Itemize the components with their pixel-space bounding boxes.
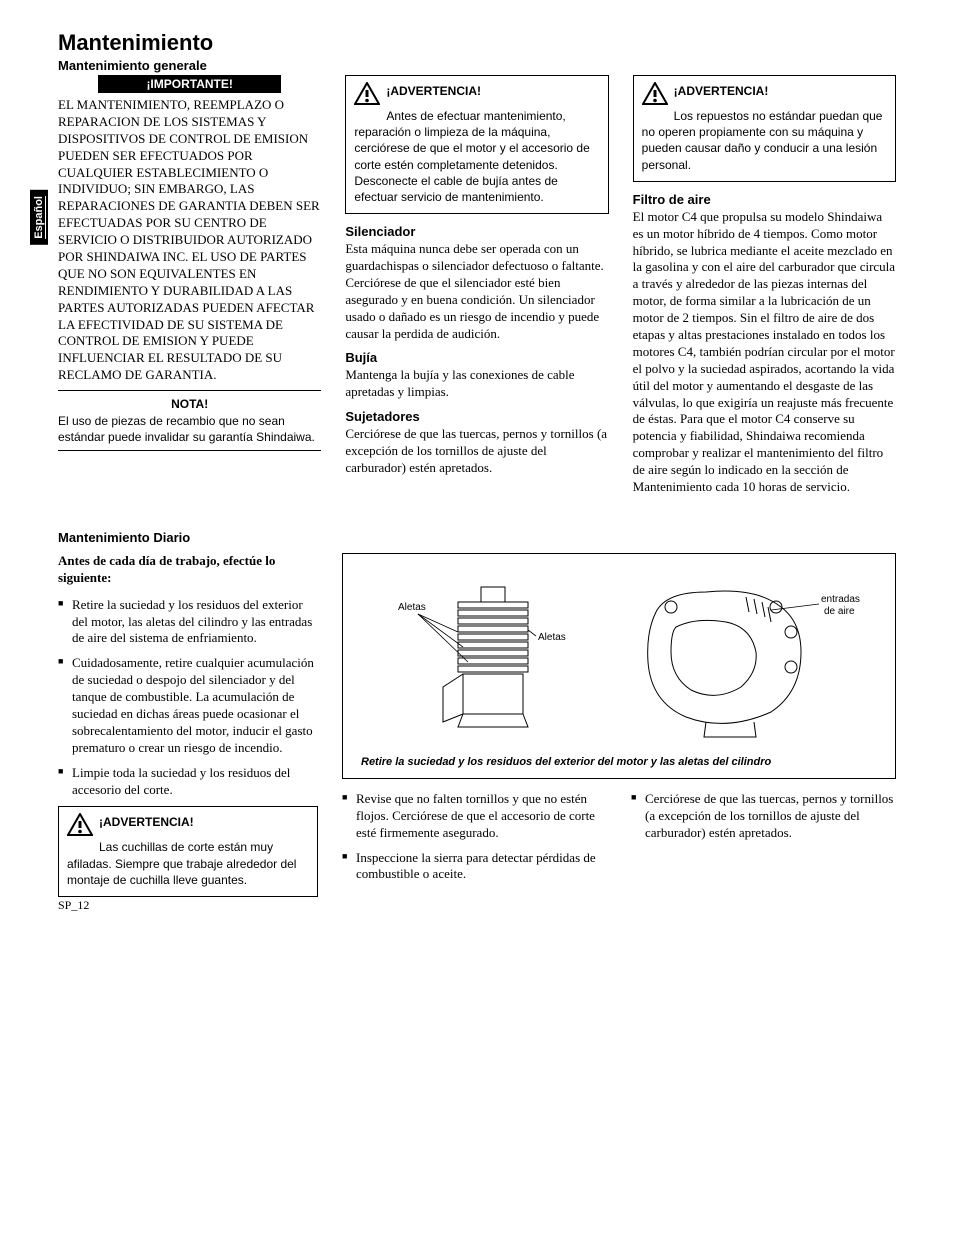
warning-box: ¡ADVERTENCIA! Las cuchillas de corte est… <box>58 806 318 897</box>
warning-text: Las cuchillas de corte están muy afilada… <box>67 839 309 888</box>
warning-title: ¡ADVERTENCIA! <box>99 815 194 829</box>
divider <box>58 450 321 451</box>
silenciador-text: Esta máquina nunca debe ser operada con … <box>345 241 608 342</box>
warning-box: ¡ADVERTENCIA! Antes de efectuar mantenim… <box>345 75 608 214</box>
fig-label-aletas: Aletas <box>538 632 566 643</box>
sujetadores-head: Sujetadores <box>345 409 608 424</box>
filtro-text: El motor C4 que propulsa su modelo Shind… <box>633 209 896 496</box>
diario-intro: Antes de cada día de trabajo, efectúe lo… <box>58 553 318 587</box>
lower-left-column: Antes de cada día de trabajo, efectúe lo… <box>58 553 318 907</box>
warning-icon <box>642 82 668 106</box>
bujia-text: Mantenga la bujía y las conexiones de ca… <box>345 367 608 401</box>
engine-air-intake-diagram: entradas de aire <box>616 572 876 742</box>
engine-cylinder-diagram: Aletas <box>363 572 593 742</box>
list-item: Inspeccione la sierra para detectar pérd… <box>342 850 607 884</box>
warning-icon <box>67 813 93 837</box>
list-item: Retire la suciedad y los residuos del ex… <box>58 597 318 648</box>
figure-caption: Retire la suciedad y los residuos del ex… <box>361 756 877 768</box>
warning-title: ¡ADVERTENCIA! <box>386 84 481 98</box>
nota-text: El uso de piezas de recambio que no sean… <box>58 413 321 445</box>
diario-head: Mantenimiento Diario <box>58 530 896 545</box>
list-item: Limpie toda la suciedad y los residuos d… <box>58 765 318 799</box>
column-1: ¡IMPORTANTE! EL MANTENIMIENTO, REEMPLAZO… <box>58 75 321 502</box>
warning-icon <box>354 82 380 106</box>
importante-text: EL MANTENIMIENTO, REEMPLAZO O REPARACION… <box>58 97 321 384</box>
bujia-head: Bujía <box>345 350 608 365</box>
nota-label: NOTA! <box>58 397 321 411</box>
warning-text: Los repuestos no estándar puedan que no … <box>642 108 887 173</box>
bullets-mid: Revise que no falten tornillos y que no … <box>342 791 607 891</box>
silenciador-head: Silenciador <box>345 224 608 239</box>
subtitle: Mantenimiento generale <box>58 58 896 73</box>
warning-box: ¡ADVERTENCIA! Los repuestos no estándar … <box>633 75 896 182</box>
list-item: Cuidadosamente, retire cualquier acumula… <box>58 655 318 756</box>
page-title: Mantenimiento <box>58 30 896 56</box>
filtro-head: Filtro de aire <box>633 192 896 207</box>
lower-right-column: Aletas <box>342 553 896 907</box>
warning-text: Antes de efectuar mantenimiento, reparac… <box>354 108 599 205</box>
fig-label-aletas: Aletas <box>398 602 426 613</box>
column-2: ¡ADVERTENCIA! Antes de efectuar mantenim… <box>345 75 608 502</box>
importante-label: ¡IMPORTANTE! <box>98 75 281 93</box>
list-item: Revise que no falten tornillos y que no … <box>342 791 607 842</box>
sujetadores-text: Cerciórese de que las tuercas, pernos y … <box>345 426 608 477</box>
page-number: SP_12 <box>58 898 89 913</box>
diario-bullets-left: Retire la suciedad y los residuos del ex… <box>58 597 318 799</box>
warning-title: ¡ADVERTENCIA! <box>674 84 769 98</box>
column-3: ¡ADVERTENCIA! Los repuestos no estándar … <box>633 75 896 502</box>
fig-label-entradas-1: entradas <box>821 594 860 605</box>
divider <box>58 390 321 391</box>
language-tab: Español <box>30 190 48 245</box>
bullets-right: Cerciórese de que las tuercas, pernos y … <box>631 791 896 891</box>
fig-label-entradas-2: de aire <box>824 606 855 617</box>
list-item: Cerciórese de que las tuercas, pernos y … <box>631 791 896 842</box>
figure-box: Aletas <box>342 553 896 779</box>
